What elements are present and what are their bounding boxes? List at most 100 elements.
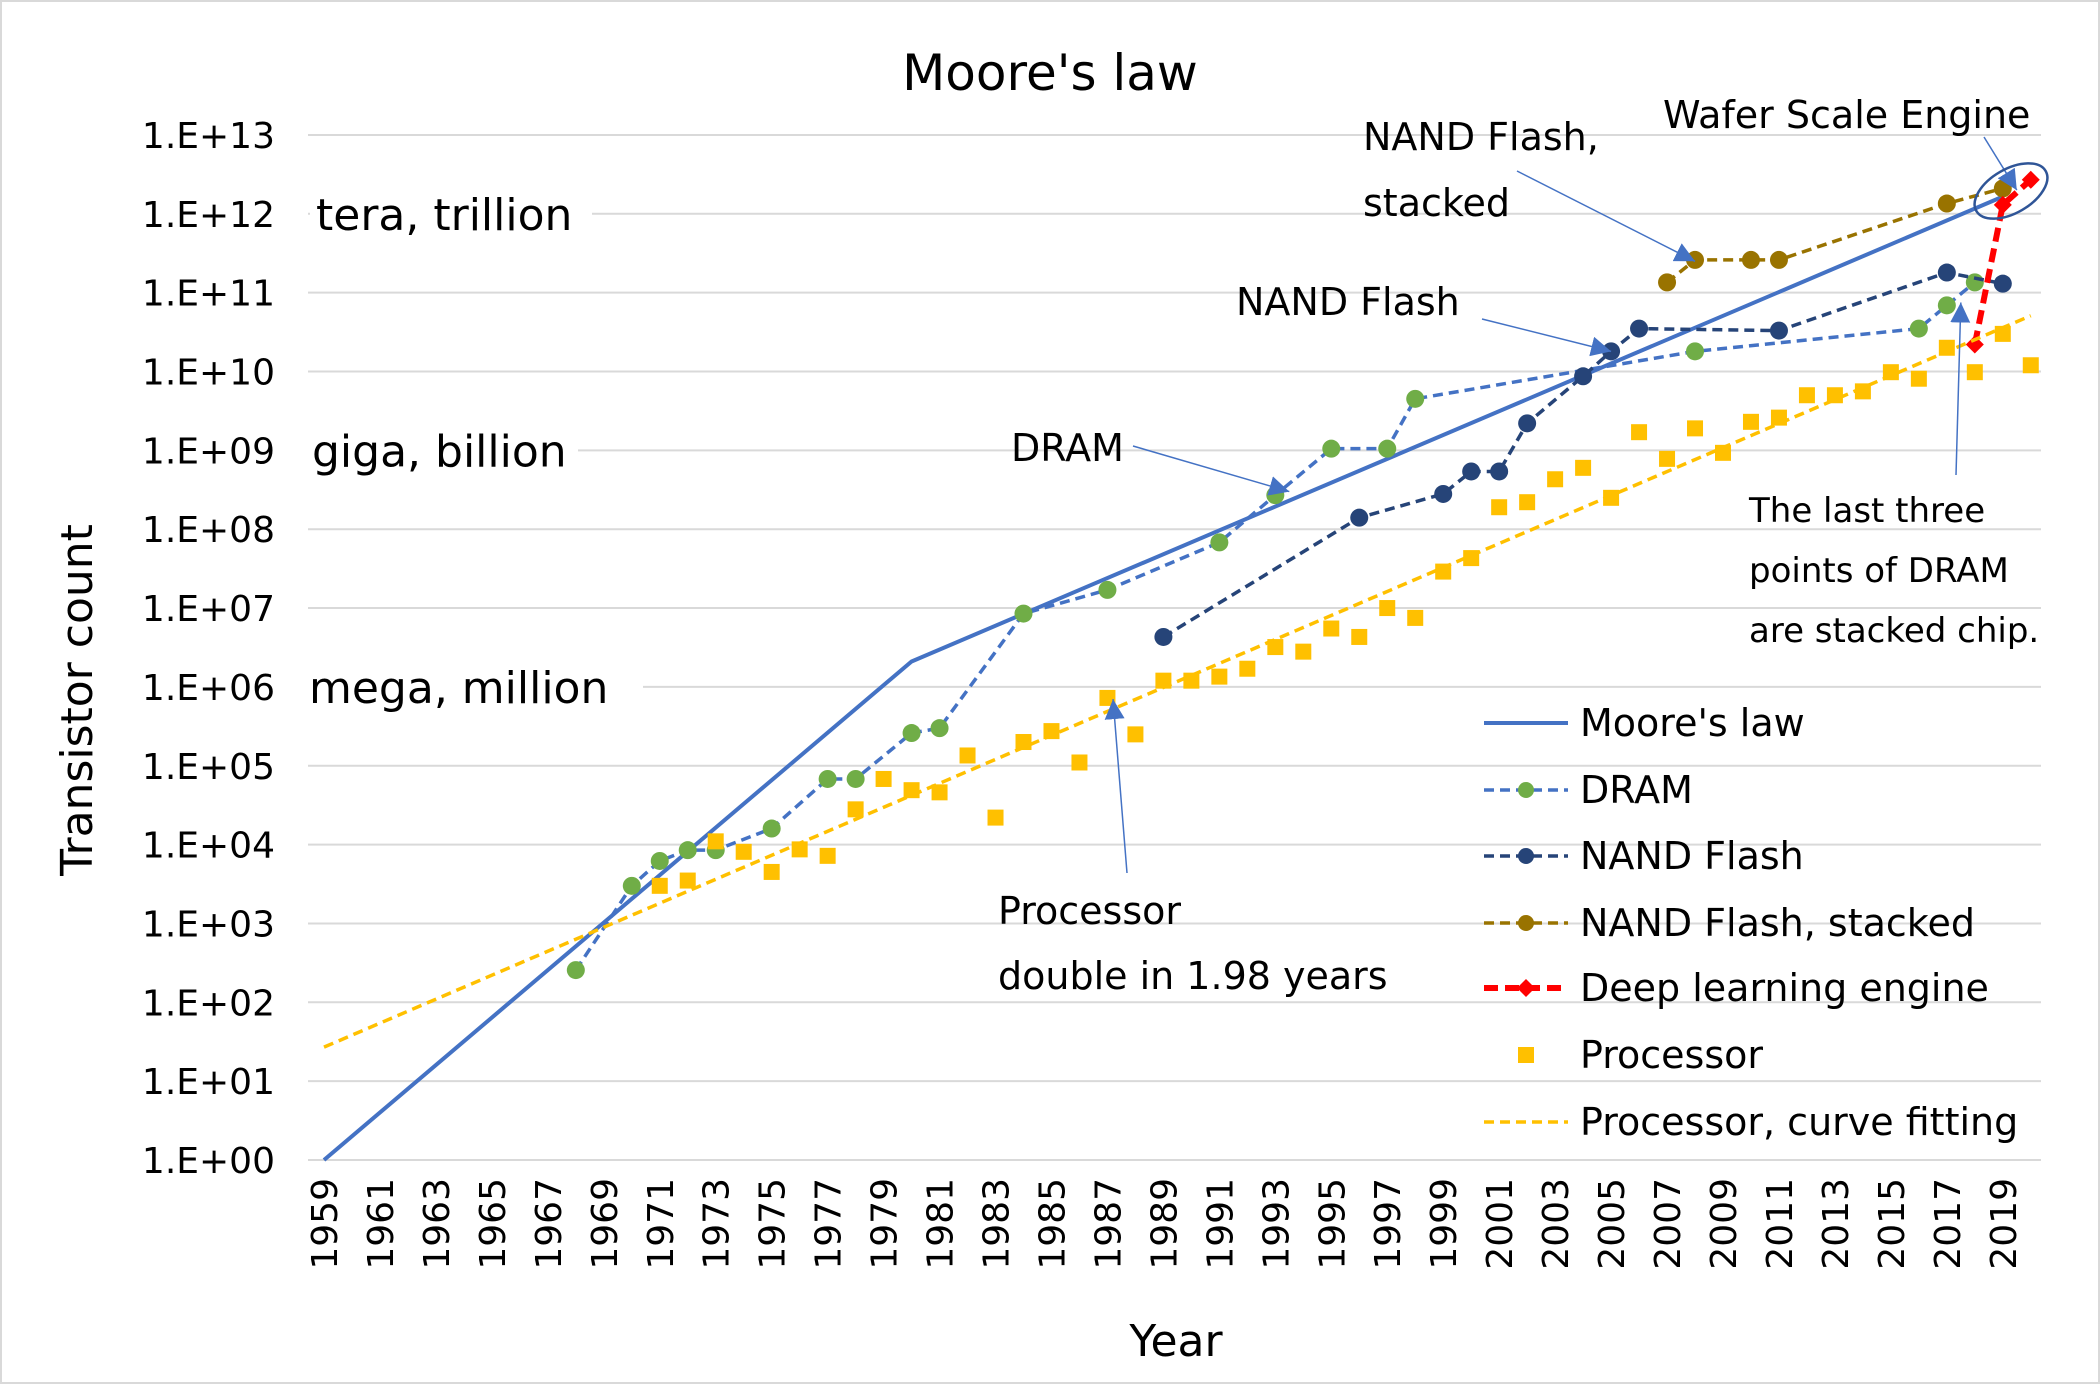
y-tick-label: 1.E+06 bbox=[142, 668, 275, 709]
y-tick-label: 1.E+13 bbox=[142, 116, 275, 157]
data-point bbox=[763, 863, 780, 880]
gridlines bbox=[308, 133, 2041, 1161]
x-tick-label: 1989 bbox=[1144, 1178, 1185, 1270]
axes: 1.E+00 1.E+01 1.E+02 1.E+03 1.E+04 1.E+05 1.E+… bbox=[142, 116, 2025, 1270]
x-tick-label: 2015 bbox=[1872, 1178, 1913, 1270]
data-point bbox=[1966, 364, 1983, 381]
data-point bbox=[1127, 726, 1144, 743]
annotation-arrow bbox=[1983, 136, 2018, 191]
data-point bbox=[1491, 499, 1508, 516]
legend-marker bbox=[1518, 1047, 1534, 1063]
x-tick-label: 1987 bbox=[1088, 1178, 1129, 1270]
annotation-arrow bbox=[1481, 318, 1612, 357]
data-point bbox=[1211, 668, 1228, 685]
data-point bbox=[1323, 620, 1340, 637]
legend-label: Deep learning engine bbox=[1580, 966, 1989, 1010]
data-point bbox=[1742, 413, 1759, 430]
x-tick-label: 2013 bbox=[1816, 1178, 1857, 1270]
legend-marker bbox=[1517, 979, 1535, 997]
data-point bbox=[1909, 319, 1928, 338]
x-tick-label: 1977 bbox=[809, 1178, 850, 1270]
x-tick-label: 1997 bbox=[1368, 1178, 1409, 1270]
annotation-stacked_dram: The last three bbox=[1748, 491, 1985, 531]
data-point bbox=[1295, 643, 1312, 660]
label-background bbox=[303, 652, 643, 715]
data-point bbox=[1547, 471, 1564, 488]
data-point bbox=[959, 747, 976, 764]
x-tick-label: 1979 bbox=[865, 1178, 906, 1270]
data-point bbox=[1015, 734, 1032, 751]
label-background bbox=[310, 179, 592, 242]
data-point bbox=[987, 809, 1004, 826]
y-axis-label: Transistor count bbox=[52, 524, 103, 877]
y-tick-label: 1.E+04 bbox=[142, 826, 275, 867]
x-tick-label: 1967 bbox=[529, 1178, 570, 1270]
data-point bbox=[819, 847, 836, 864]
x-tick-label: 1993 bbox=[1256, 1178, 1297, 1270]
annotation-arrow bbox=[1104, 699, 1128, 874]
y-tick-label: 1.E+07 bbox=[142, 589, 275, 630]
data-point bbox=[1518, 414, 1537, 433]
wafer-scale-engine-highlight bbox=[1973, 162, 2049, 220]
series-line-0 bbox=[322, 194, 2004, 1162]
legend-label: Processor, curve fitting bbox=[1580, 1100, 2018, 1144]
data-point bbox=[1406, 389, 1425, 408]
data-point bbox=[1379, 600, 1396, 617]
y-tick-label: 1.E+08 bbox=[142, 510, 275, 551]
region-label-mega: mega, million bbox=[309, 663, 608, 714]
series-line-2 bbox=[1162, 270, 2004, 639]
data-point bbox=[1630, 319, 1649, 338]
annotation-wse: Wafer Scale Engine bbox=[1663, 93, 2030, 137]
annotation-arrow bbox=[1950, 302, 1971, 476]
y-tick-label: 1.E+12 bbox=[142, 195, 275, 236]
x-tick-label: 1963 bbox=[417, 1178, 458, 1270]
data-point bbox=[1687, 420, 1704, 437]
data-point bbox=[847, 801, 864, 818]
legend-label: DRAM bbox=[1580, 768, 1693, 812]
annotation-arrow bbox=[1132, 445, 1290, 496]
x-tick-label: 1959 bbox=[305, 1178, 346, 1270]
x-tick-label: 2019 bbox=[1984, 1178, 2025, 1270]
x-tick-label: 1961 bbox=[361, 1178, 402, 1270]
x-tick-label: 1969 bbox=[585, 1178, 626, 1270]
x-tick-label: 1999 bbox=[1424, 1178, 1465, 1270]
y-tick-label: 1.E+05 bbox=[142, 747, 275, 788]
data-point bbox=[930, 719, 949, 738]
data-point bbox=[1715, 444, 1731, 461]
data-point bbox=[1490, 462, 1509, 481]
x-axis-label: Year bbox=[1128, 1316, 1223, 1367]
x-tick-label: 1985 bbox=[1032, 1178, 1073, 1270]
data-point bbox=[1659, 450, 1676, 467]
data-point bbox=[1741, 250, 1760, 269]
region-label-tera: tera, trillion bbox=[316, 190, 572, 241]
data-point bbox=[1351, 628, 1368, 645]
x-tick-label: 1973 bbox=[697, 1178, 738, 1270]
legend-label: Moore's law bbox=[1580, 701, 1805, 745]
series-line-4 bbox=[1971, 177, 2033, 346]
x-tick-label: 2003 bbox=[1536, 1178, 1577, 1270]
y-tick-label: 1.E+10 bbox=[142, 353, 275, 394]
data-point bbox=[1434, 484, 1453, 503]
annotation-dram: DRAM bbox=[1011, 426, 1124, 470]
data-point bbox=[1910, 370, 1927, 387]
x-tick-label: 1965 bbox=[473, 1178, 514, 1270]
data-point bbox=[1631, 424, 1648, 441]
data-point bbox=[1322, 439, 1341, 458]
data-point bbox=[735, 843, 752, 860]
x-tick-label: 2011 bbox=[1760, 1178, 1801, 1270]
annotations: NAND Flash, stacked Wafer Scale Engine NAND… bbox=[998, 93, 2049, 998]
x-tick-label: 1981 bbox=[921, 1178, 962, 1270]
data-point bbox=[818, 769, 837, 788]
x-tick-label: 1991 bbox=[1200, 1178, 1241, 1270]
data-point bbox=[1686, 250, 1705, 269]
annotation-proc: Processor bbox=[998, 889, 1181, 933]
data-point bbox=[902, 724, 921, 743]
data-point bbox=[1993, 274, 2012, 293]
x-tick-label: 2007 bbox=[1648, 1178, 1689, 1270]
annotation-nand: NAND Flash bbox=[1236, 280, 1460, 324]
data-point bbox=[679, 872, 696, 889]
data-point bbox=[1993, 195, 2012, 214]
data-point bbox=[1014, 604, 1033, 623]
y-tick-label: 1.E+00 bbox=[142, 1141, 275, 1182]
data-point bbox=[903, 782, 920, 799]
